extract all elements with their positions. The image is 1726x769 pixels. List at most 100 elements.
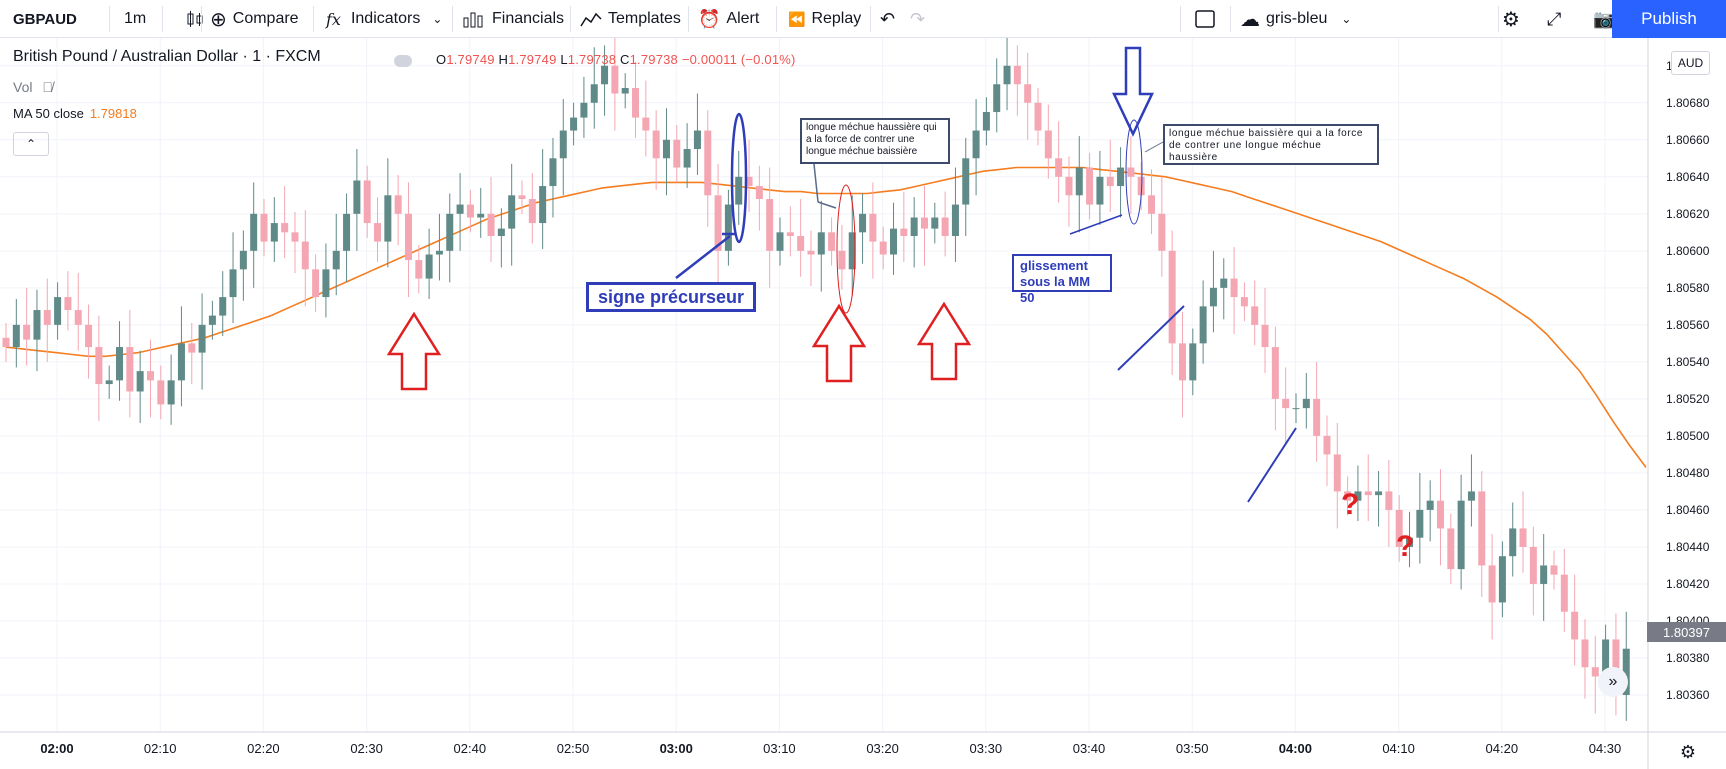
alert-button[interactable]: ⏰ Alert [698, 0, 759, 38]
symbol-search[interactable]: GBPAUD [13, 0, 77, 38]
interval-button[interactable]: 1m [124, 0, 146, 38]
replay-button[interactable]: ⏪ Replay [788, 0, 861, 38]
time-tick-label: 04:10 [1382, 741, 1415, 756]
redo-button[interactable]: ↷ [910, 0, 925, 38]
ma-legend[interactable]: MA 50 close 1.79818 [13, 106, 137, 121]
divider [570, 6, 571, 32]
ma-value: 1.79818 [89, 106, 137, 121]
price-tick-label: 1.80520 [1666, 392, 1710, 406]
candle [250, 182, 258, 288]
candle [693, 93, 701, 175]
divider [1498, 6, 1499, 32]
candle [559, 99, 567, 196]
candle [683, 123, 691, 188]
symbol-label: GBPAUD [13, 10, 77, 28]
candle [1178, 311, 1186, 418]
price-tick-label: 1.80660 [1666, 133, 1710, 147]
connector-signe [675, 235, 731, 279]
indicators-button[interactable]: fx Indicators ⌄ [326, 0, 442, 38]
candle [673, 124, 681, 183]
candle [281, 186, 289, 259]
candle [136, 350, 144, 423]
candle [1075, 136, 1083, 233]
candle [1560, 548, 1568, 633]
user-drawings [386, 46, 1297, 503]
time-tick-label: 03:00 [660, 741, 693, 756]
candle [188, 323, 196, 385]
interval-label: 1m [124, 10, 147, 27]
candle [363, 165, 371, 238]
chevron-down-icon: ⌄ [432, 12, 443, 26]
candle [270, 197, 278, 262]
candle [85, 304, 93, 379]
collapse-legend-button[interactable]: ⌃ [13, 132, 49, 156]
candle [12, 298, 20, 368]
time-tick-label: 04:00 [1279, 741, 1312, 756]
price-tick-label: 1.80460 [1666, 503, 1710, 517]
divider [1230, 6, 1231, 32]
collapse-series-badge[interactable] [394, 55, 412, 67]
candle [64, 271, 72, 331]
fullscreen-button[interactable]: ⤢ [1547, 0, 1561, 38]
financials-button[interactable]: Financials [462, 0, 564, 38]
candle [1581, 619, 1589, 699]
ma-label: MA 50 close [13, 106, 84, 121]
candle [1168, 230, 1176, 375]
candle [54, 282, 62, 340]
candle [33, 289, 41, 372]
eye-off-icon[interactable]: 👁̸ [42, 79, 53, 95]
candle [456, 173, 464, 251]
candle [838, 224, 846, 290]
price-tick-label: 1.80600 [1666, 244, 1710, 258]
price-chart[interactable]: 1.807001.806801.806601.806401.806201.806… [0, 38, 1726, 769]
templates-button[interactable]: Templates [580, 0, 681, 38]
candle [1509, 502, 1517, 577]
candle [766, 167, 774, 288]
undo-button[interactable]: ↶ [880, 0, 895, 38]
candle [105, 365, 113, 399]
volume-legend[interactable]: Vol 👁̸ [13, 79, 53, 95]
compare-button[interactable]: ⊕ Compare [210, 0, 299, 38]
price-tick-label: 1.80580 [1666, 281, 1710, 295]
candle [477, 187, 485, 238]
publish-label: Publish [1641, 9, 1697, 28]
publish-button[interactable]: Publish [1612, 0, 1726, 38]
candle [828, 217, 836, 266]
candle [745, 139, 753, 212]
candle [1498, 541, 1506, 618]
price-axis-bg [1648, 38, 1726, 732]
time-tick-label: 02:00 [40, 741, 73, 756]
candle [384, 158, 392, 268]
layout-selector[interactable]: ☁ gris-bleu ⌄ [1240, 0, 1351, 38]
candle [394, 174, 402, 246]
candle [1385, 459, 1393, 547]
chart-type-button[interactable] [185, 0, 205, 38]
time-axis[interactable]: 02:00 02:10 02:20 02:30 02:40 02:50 03:00 03:10… [0, 731, 1726, 762]
candle [859, 193, 867, 264]
divider [201, 6, 202, 32]
fullscreen-layout-button[interactable] [1195, 0, 1215, 38]
candles-icon [187, 11, 203, 27]
screenshot-button[interactable]: 📷 [1593, 0, 1615, 38]
candle [353, 149, 361, 251]
candle [219, 271, 227, 336]
settings-button[interactable]: ⚙ [1502, 0, 1520, 38]
chevron-down-icon: ⌄ [1341, 12, 1352, 26]
candle [962, 137, 970, 237]
scroll-to-realtime-button[interactable]: » [1598, 667, 1628, 697]
last-price-label: 1.80397 [1647, 622, 1726, 642]
alarm-clock-icon: ⏰ [698, 8, 721, 29]
candle [425, 228, 433, 299]
candle [714, 163, 722, 288]
cloud-icon: ☁ [1240, 8, 1260, 31]
candle [466, 189, 474, 233]
candle [1612, 613, 1620, 716]
candle [539, 149, 547, 249]
candle [1478, 471, 1486, 597]
candle [146, 339, 154, 418]
undo-icon: ↶ [880, 8, 896, 29]
time-tick-label: 02:10 [144, 741, 177, 756]
price-axis[interactable]: 1.807001.806801.806601.806401.806201.806… [1647, 38, 1726, 769]
currency-badge[interactable]: AUD [1671, 51, 1710, 75]
candle [1457, 474, 1465, 590]
